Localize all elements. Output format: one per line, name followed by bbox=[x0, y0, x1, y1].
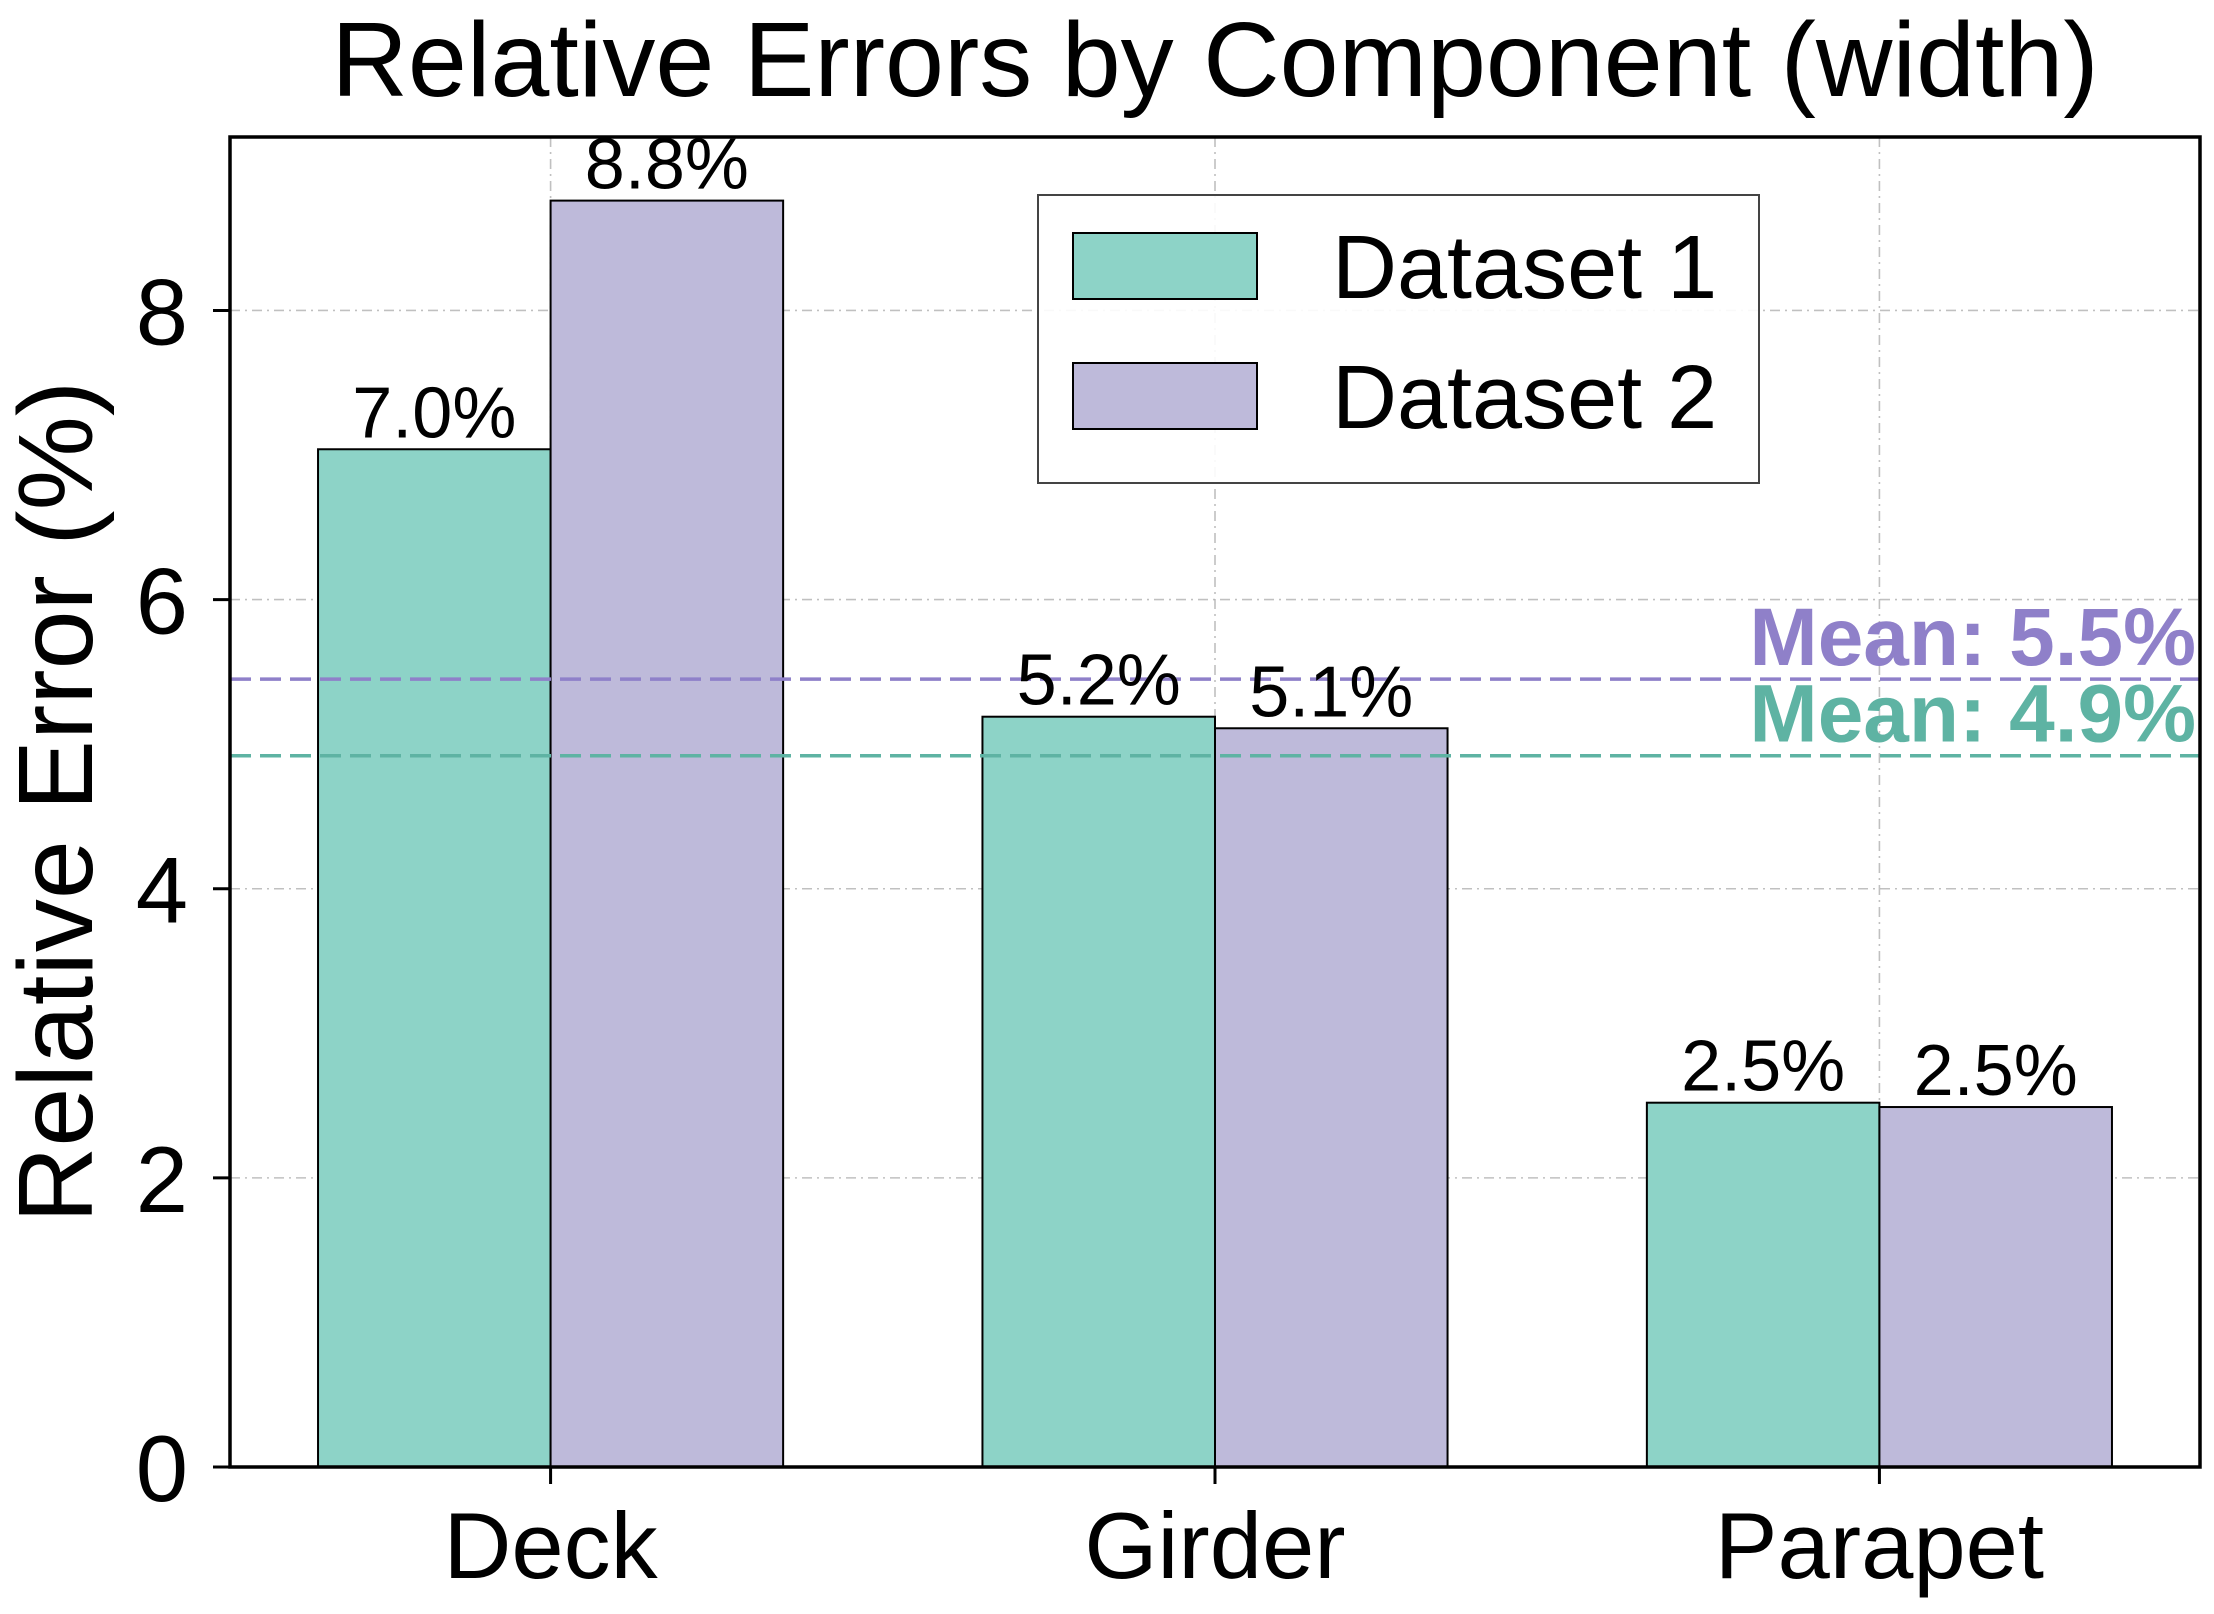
y-tick-label-0: 0 bbox=[136, 1416, 188, 1521]
y-tick-label-8: 8 bbox=[136, 259, 188, 364]
y-tick-label-4: 4 bbox=[136, 838, 188, 943]
y-axis-label: Relative Error (%) bbox=[0, 381, 115, 1223]
legend-swatch-dataset-2 bbox=[1072, 362, 1258, 430]
bar-parapet-dataset-1 bbox=[1645, 1101, 1881, 1469]
legend-label-dataset-1: Dataset 1 bbox=[1332, 218, 1717, 318]
bar-deck-dataset-2 bbox=[549, 199, 785, 1469]
axis-ticks: 0 2 4 6 8 Deck Girder Parapet bbox=[136, 259, 2044, 1598]
bar-girder-dataset-1 bbox=[981, 715, 1216, 1468]
legend-swatch-dataset-1 bbox=[1072, 232, 1258, 300]
bar-value-label-girder-dataset-2: 5.1% bbox=[1249, 652, 1413, 732]
x-tick-label-parapet: Parapet bbox=[1715, 1493, 2044, 1598]
bar-value-label-parapet-dataset-1: 2.5% bbox=[1681, 1027, 1845, 1107]
bar-deck-dataset-1 bbox=[317, 448, 552, 1468]
y-tick-label-2: 2 bbox=[136, 1127, 188, 1232]
legend-label-dataset-2: Dataset 2 bbox=[1332, 348, 1717, 448]
bar-value-labels: 7.0% 5.2% 2.5% 8.8% 5.1% 2.5% bbox=[352, 125, 2077, 1111]
bar-value-label-girder-dataset-1: 5.2% bbox=[1017, 641, 1181, 721]
bar-parapet-dataset-2 bbox=[1878, 1106, 2113, 1468]
bar-value-label-parapet-dataset-2: 2.5% bbox=[1914, 1031, 2078, 1111]
x-tick-label-girder: Girder bbox=[1084, 1493, 1345, 1598]
bar-value-label-deck-dataset-1: 7.0% bbox=[352, 373, 516, 453]
y-tick-label-6: 6 bbox=[136, 549, 188, 654]
x-tick-label-deck: Deck bbox=[443, 1493, 658, 1598]
bars bbox=[317, 199, 2113, 1469]
mean-label-dataset-2: Mean: 5.5% bbox=[1749, 592, 2196, 683]
bar-value-label-deck-dataset-2: 8.8% bbox=[585, 125, 749, 205]
mean-lines: Mean: 4.9%Mean: 5.5% bbox=[230, 592, 2200, 760]
mean-label-dataset-1: Mean: 4.9% bbox=[1749, 669, 2196, 760]
bar-girder-dataset-2 bbox=[1214, 727, 1449, 1468]
legend: Dataset 1 Dataset 2 bbox=[1037, 194, 1760, 484]
chart-title: Relative Errors by Component (width) bbox=[331, 1, 2098, 119]
